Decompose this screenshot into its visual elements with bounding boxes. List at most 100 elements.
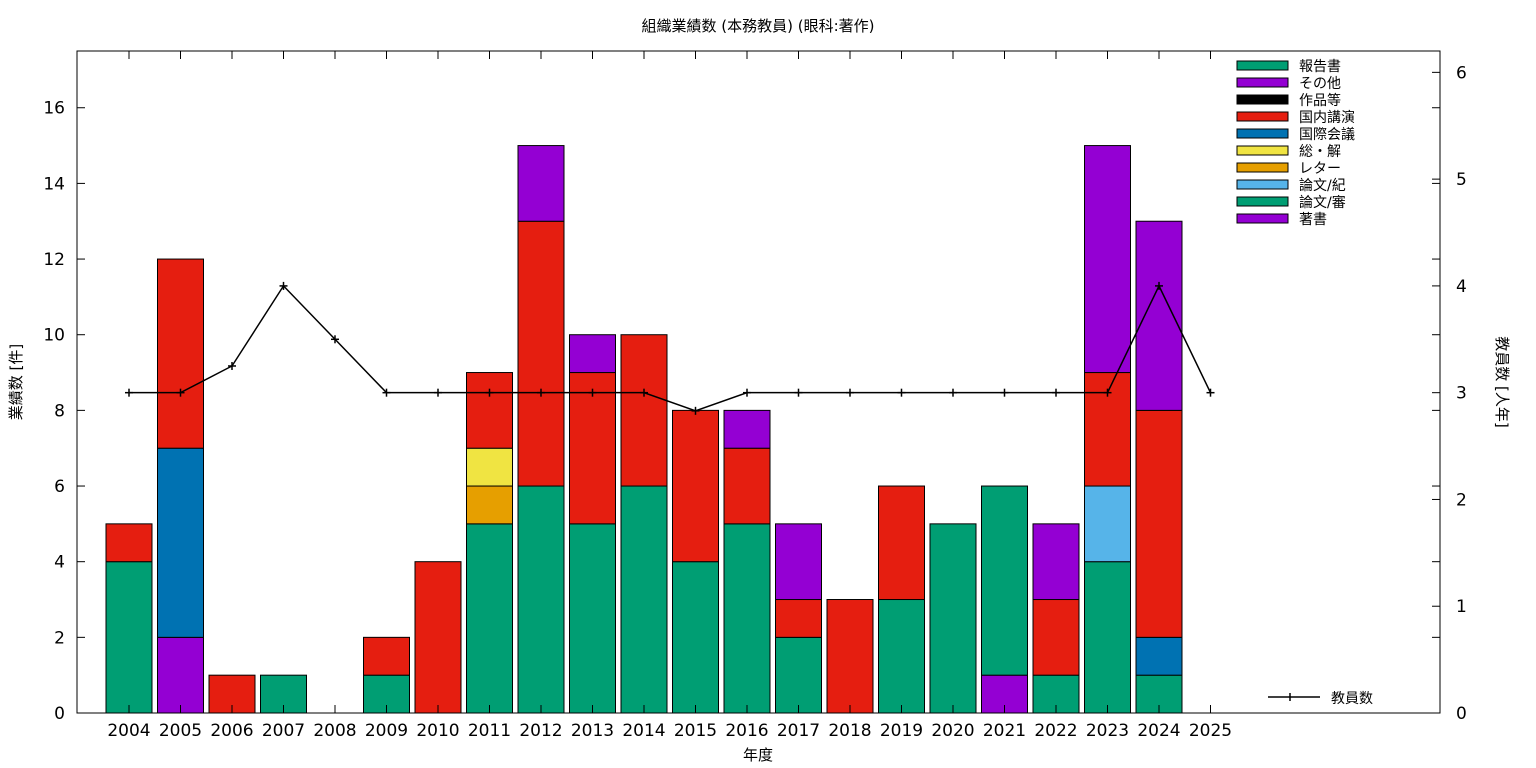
bar-2011-series-3 <box>466 485 513 525</box>
bar-2024-series-5 <box>1135 636 1183 676</box>
bar-2017-series-6 <box>775 599 822 638</box>
y-tick-label-0: 0 <box>54 704 65 724</box>
y-axis: 0 2 4 6 8 10 12 14 16 <box>43 99 1440 724</box>
y-tick-label-2: 2 <box>54 628 65 648</box>
x-tick-label-2025: 2025 <box>1189 721 1232 741</box>
bars-layer <box>105 145 1183 714</box>
plot-frame <box>76 50 1441 714</box>
teacher-point-2021 <box>1000 388 1009 397</box>
bar-2011-series-1 <box>466 523 513 714</box>
teacher-point-2024 <box>1155 281 1163 290</box>
bar-2023-series-1 <box>1084 561 1131 714</box>
legend-swatch-0 <box>1236 60 1289 71</box>
x-tick-label-2023: 2023 <box>1086 721 1129 741</box>
teacher-point-2006 <box>228 361 236 370</box>
y2-axis-label: 教員数 [人年] <box>1493 336 1511 427</box>
teacher-point-2005 <box>176 388 185 397</box>
bar-2014-series-6 <box>620 334 668 487</box>
legend-swatch-4 <box>1236 128 1289 139</box>
x-tick-label-2021: 2021 <box>983 721 1026 741</box>
y-tick-label-12: 12 <box>43 250 65 270</box>
bar-2013-series-1 <box>569 523 616 714</box>
y-tick-label-16: 16 <box>43 99 65 119</box>
teacher-point-2008 <box>331 335 339 344</box>
x-tick-label-2010: 2010 <box>416 721 459 741</box>
bar-2012-series-6 <box>517 220 565 487</box>
x-axis-label: 年度 <box>743 746 773 764</box>
teacher-point-2018 <box>846 388 854 397</box>
teacher-point-2014 <box>640 388 648 397</box>
bar-2022-series-8 <box>1032 523 1080 601</box>
y-tick-label-6: 6 <box>54 477 65 497</box>
legend-swatch-3 <box>1236 111 1289 122</box>
x-tick-label-2019: 2019 <box>880 721 923 741</box>
x-tick-label-2020: 2020 <box>931 721 974 741</box>
bar-2020-series-1 <box>929 523 977 714</box>
x-tick-label-2018: 2018 <box>828 721 871 741</box>
y2-tick-label-2: 2 <box>1456 490 1467 510</box>
x-tick-label-2022: 2022 <box>1034 721 1077 741</box>
legend-swatch-7 <box>1236 179 1289 190</box>
bar-2022-series-6 <box>1032 599 1080 676</box>
bar-2012-series-8 <box>517 145 565 222</box>
teacher-line <box>129 284 1212 412</box>
legend-swatch-9 <box>1236 213 1289 224</box>
x-tick-label-2004: 2004 <box>107 721 150 741</box>
bar-2011-series-6 <box>466 372 513 449</box>
bar-2004-series-1 <box>105 561 153 714</box>
legend-label-1: その他 <box>1299 76 1341 92</box>
bar-2017-series-1 <box>775 636 822 714</box>
y2-tick-label-0: 0 <box>1456 704 1467 724</box>
line-legend-label: 教員数 <box>1331 691 1373 707</box>
legend-label-8: 論文/審 <box>1299 195 1346 211</box>
x-tick-label-2007: 2007 <box>262 721 305 741</box>
x-tick-label-2017: 2017 <box>777 721 820 741</box>
y2-tick-label-3: 3 <box>1456 384 1467 404</box>
legend-swatch-5 <box>1236 145 1289 156</box>
bar-2016-series-1 <box>723 523 771 714</box>
teacher-point-2022 <box>1052 388 1060 397</box>
bar-2012-series-1 <box>517 485 565 714</box>
bar-2023-series-8 <box>1084 145 1131 374</box>
bar-2010-series-6 <box>414 561 462 714</box>
chart-title: 組織業績数 (本務教員) (眼科:著作) <box>642 17 875 35</box>
x-tick-label-2011: 2011 <box>468 721 511 741</box>
teacher-point-2023 <box>1103 388 1112 397</box>
legend-swatch-6 <box>1236 162 1289 173</box>
bar-2019-series-6 <box>878 485 925 601</box>
teacher-point-2011 <box>485 388 494 397</box>
teacher-point-2019 <box>897 388 906 397</box>
x-tick-label-2015: 2015 <box>674 721 717 741</box>
x-tick-label-2009: 2009 <box>365 721 408 741</box>
bar-2004-series-6 <box>105 523 153 563</box>
bar-2005-series-6 <box>157 258 204 449</box>
x-tick-label-2024: 2024 <box>1137 721 1180 741</box>
bar-2005-series-5 <box>157 447 204 638</box>
teacher-point-2007 <box>279 281 288 290</box>
bar-2005-series-0 <box>157 636 204 714</box>
bar-2015-series-1 <box>672 561 719 714</box>
bar-2019-series-1 <box>878 599 925 714</box>
legend-swatch-1 <box>1236 77 1289 88</box>
legend-label-2: 作品等 <box>1299 92 1341 109</box>
x-tick-label-2016: 2016 <box>725 721 768 741</box>
bar-2011-series-4 <box>466 447 513 487</box>
bar-2014-series-1 <box>620 485 668 714</box>
y2-tick-label-1: 1 <box>1456 597 1467 617</box>
legend-label-9: 著書 <box>1299 212 1327 228</box>
x-tick-label-2005: 2005 <box>159 721 202 741</box>
bar-2024-series-8 <box>1135 220 1183 411</box>
bar-2024-series-6 <box>1135 409 1183 638</box>
bar-2017-series-8 <box>775 523 822 601</box>
line-legend: 教員数 <box>1268 691 1373 707</box>
teacher-point-2017 <box>794 388 803 397</box>
legend-label-5: 総・解 <box>1299 144 1341 160</box>
bar-2013-series-6 <box>569 372 616 525</box>
y-tick-label-8: 8 <box>54 401 65 421</box>
teacher-point-2025 <box>1206 388 1215 397</box>
bar-2016-series-6 <box>723 447 771 525</box>
teacher-point-2016 <box>743 388 751 397</box>
legend-swatch-8 <box>1236 196 1289 207</box>
teacher-point-2020 <box>949 388 957 397</box>
